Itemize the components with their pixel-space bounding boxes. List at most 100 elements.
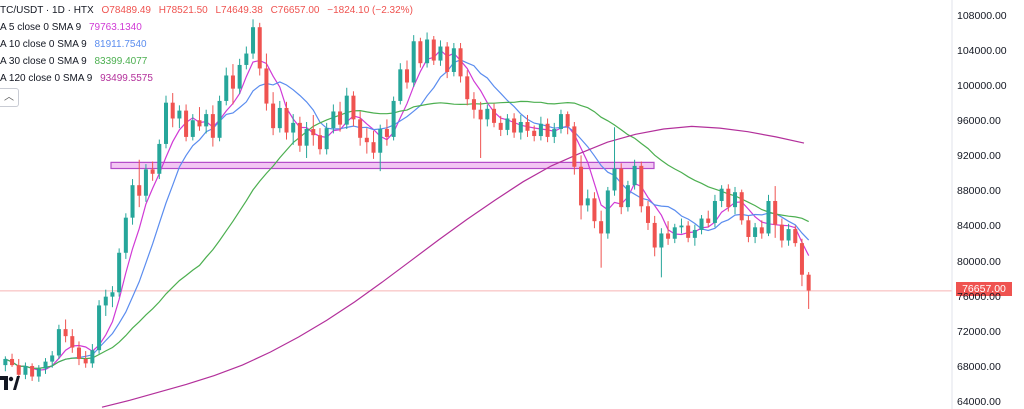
- candle: [297, 116, 302, 152]
- candle: [36, 365, 41, 382]
- candle: [16, 358, 21, 378]
- candle-body: [525, 121, 530, 131]
- symbol-row: TC/USDT · 1D · HTX O78489.49 H78521.50 L…: [0, 2, 418, 19]
- candle-body: [70, 336, 75, 348]
- candle: [652, 215, 657, 257]
- indicator-label: A 10 close 0 SMA 9: [0, 39, 87, 50]
- candle-body: [766, 200, 771, 234]
- candle-body: [692, 229, 697, 238]
- candle: [451, 43, 456, 77]
- candle-body: [679, 225, 684, 228]
- candle-body: [331, 111, 336, 129]
- candle-body: [746, 220, 751, 237]
- candle: [204, 109, 209, 134]
- indicator-row-ma5[interactable]: A 5 close 0 SMA 9 79763.1340: [0, 19, 418, 36]
- candle-body: [498, 122, 503, 130]
- y-tick-label: 108000.00: [957, 9, 1007, 22]
- candle-body: [56, 329, 61, 356]
- y-tick-label: 100000.00: [957, 80, 1007, 92]
- indicator-row-ma30[interactable]: A 30 close 0 SMA 9 83399.4077: [0, 53, 418, 70]
- indicator-row-ma120[interactable]: A 120 close 0 SMA 9 93499.5575: [0, 70, 418, 87]
- candle: [317, 128, 322, 155]
- candle-body: [512, 118, 517, 133]
- candle: [565, 111, 570, 135]
- candle-body: [659, 233, 664, 248]
- candle-body: [726, 188, 731, 208]
- candle: [170, 93, 175, 128]
- candle-body: [465, 76, 470, 100]
- candle: [692, 224, 697, 246]
- candle-body: [418, 41, 423, 64]
- candle: [512, 113, 517, 138]
- candle-body: [558, 114, 563, 130]
- candle-body: [793, 229, 798, 244]
- tradingview-logo[interactable]: [0, 376, 20, 395]
- candle: [10, 353, 15, 367]
- candle-body: [324, 128, 329, 150]
- candle-body: [150, 169, 155, 174]
- candle-body: [338, 111, 343, 125]
- indicator-value: 79763.1340: [88, 22, 142, 33]
- candle: [83, 351, 88, 368]
- candle: [639, 161, 644, 213]
- candle: [56, 324, 61, 359]
- candle: [411, 35, 416, 87]
- candle: [344, 87, 349, 130]
- candle: [612, 127, 617, 196]
- candle: [679, 218, 684, 234]
- candle-body: [398, 69, 403, 101]
- candle-body: [384, 129, 389, 137]
- candle: [579, 155, 584, 220]
- candle: [378, 124, 383, 172]
- candle-body: [244, 53, 249, 65]
- y-tick-label: 68000.00: [957, 360, 1001, 373]
- candle: [230, 64, 235, 105]
- candle: [358, 111, 363, 146]
- candle-body: [505, 118, 510, 130]
- candle: [190, 114, 195, 141]
- candle: [291, 114, 296, 145]
- candle-body: [103, 296, 108, 306]
- candle-body: [230, 75, 235, 89]
- candle: [351, 91, 356, 127]
- candle-body: [83, 358, 88, 364]
- candle: [532, 125, 537, 142]
- candle-body: [284, 107, 289, 133]
- candle-body: [538, 123, 543, 137]
- candle: [425, 32, 430, 68]
- candle: [726, 184, 731, 212]
- candle-body: [43, 361, 48, 369]
- candle-body: [532, 130, 537, 137]
- candle-body: [291, 122, 296, 133]
- candle: [384, 119, 389, 146]
- chevron-up-icon: ︿: [4, 92, 14, 103]
- indicator-row-ma10[interactable]: A 10 close 0 SMA 9 81911.7540: [0, 36, 418, 53]
- candle: [538, 116, 543, 141]
- symbol-label[interactable]: TC/USDT · 1D · HTX: [0, 5, 94, 16]
- candle: [117, 248, 122, 297]
- candle-body: [344, 95, 349, 125]
- indicator-label: A 30 close 0 SMA 9: [0, 56, 87, 67]
- candle-body: [271, 103, 276, 129]
- candle: [585, 189, 590, 212]
- y-tick-label: 104000.00: [957, 44, 1007, 57]
- candle: [103, 289, 108, 316]
- close-value: C76657.00: [270, 5, 320, 16]
- candle: [478, 101, 483, 158]
- collapse-legend-button[interactable]: ︿: [0, 88, 19, 107]
- candle-body: [592, 198, 597, 222]
- candle-body: [23, 365, 28, 375]
- ma-line: [5, 100, 809, 369]
- candle: [271, 92, 276, 136]
- candle-body: [317, 135, 322, 150]
- candle: [733, 186, 738, 215]
- candle: [659, 228, 664, 278]
- candle-body: [16, 365, 21, 375]
- last-price-label: 76657.00: [956, 282, 1012, 296]
- support-zone: [0, 161, 952, 292]
- candle: [806, 272, 811, 309]
- candle: [123, 213, 128, 259]
- candle-body: [364, 137, 369, 143]
- candle-body: [157, 143, 162, 174]
